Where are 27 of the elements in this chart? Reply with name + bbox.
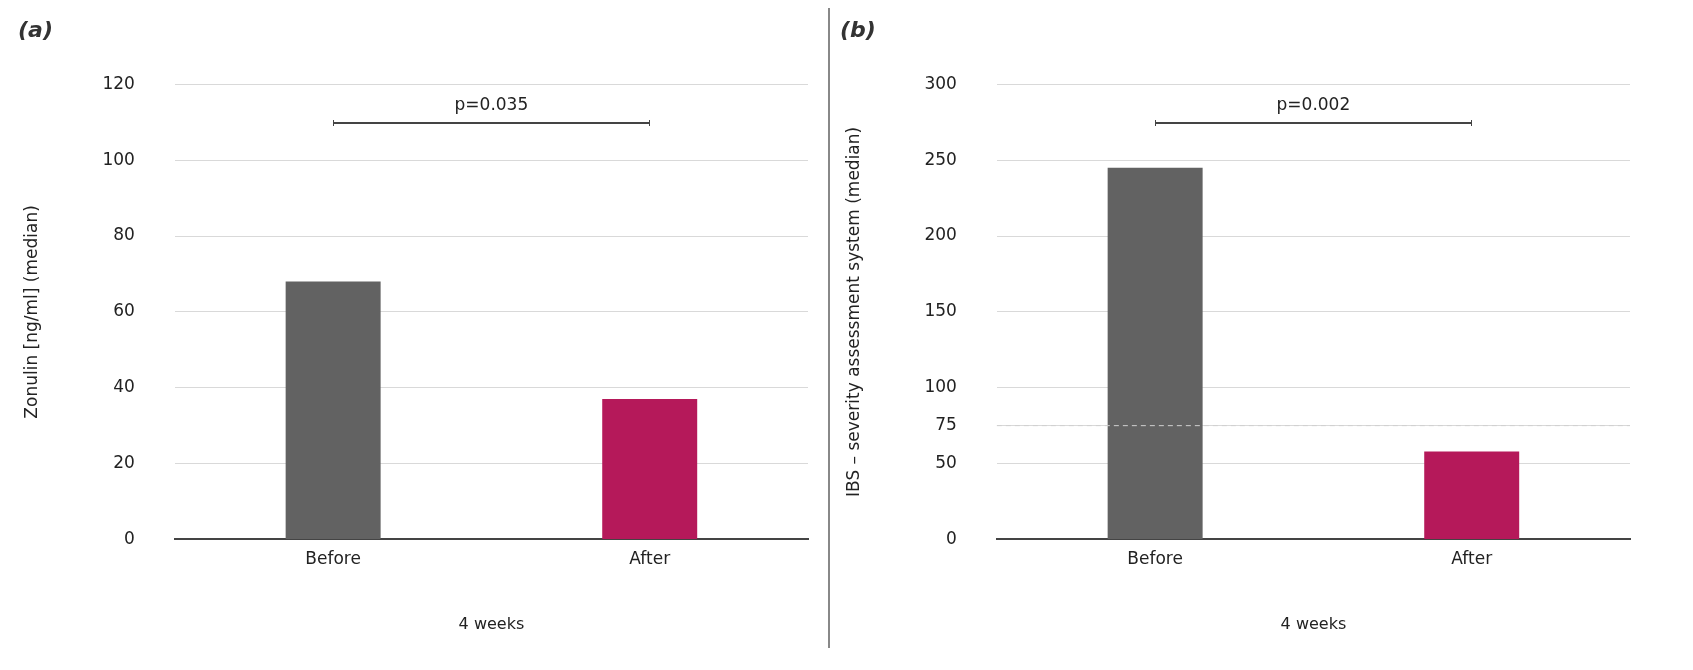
x-axis-title: 4 weeks (1280, 613, 1347, 633)
y-tick-label: 120 (102, 72, 135, 93)
y-tick-label: 100 (102, 148, 135, 169)
chart-title: (a) (18, 16, 53, 42)
chart-title: (b) (840, 16, 876, 42)
y-tick-label: 75 (935, 414, 957, 435)
y-tick-label: 60 (113, 300, 135, 321)
x-axis-title: 4 weeks (458, 613, 525, 633)
y-tick-label: 40 (113, 376, 135, 397)
x-tick-label: After (629, 548, 671, 569)
y-tick-label: 150 (924, 300, 957, 321)
y-tick-label: 200 (924, 224, 957, 245)
annotation: p=0.035 (454, 94, 529, 115)
y-tick-label: 0 (124, 527, 135, 548)
x-tick-label: Before (305, 548, 361, 569)
y-tick-label: 20 (113, 451, 135, 472)
y-tick-label: 80 (113, 224, 135, 245)
y-tick-label: 250 (924, 148, 957, 169)
y-tick-label: 300 (924, 72, 957, 93)
y-tick-label: 0 (946, 527, 957, 548)
x-tick-label: After (1451, 548, 1493, 569)
annotation: p=0.002 (1276, 94, 1351, 115)
y-tick-label: 100 (924, 376, 957, 397)
y-tick-label: 50 (935, 451, 957, 472)
y-axis-title: Zonulin [ng/ml] (median) (20, 205, 41, 419)
x-tick-label: Before (1127, 548, 1183, 569)
y-axis-title: IBS – severity assessment system (median) (842, 126, 863, 497)
